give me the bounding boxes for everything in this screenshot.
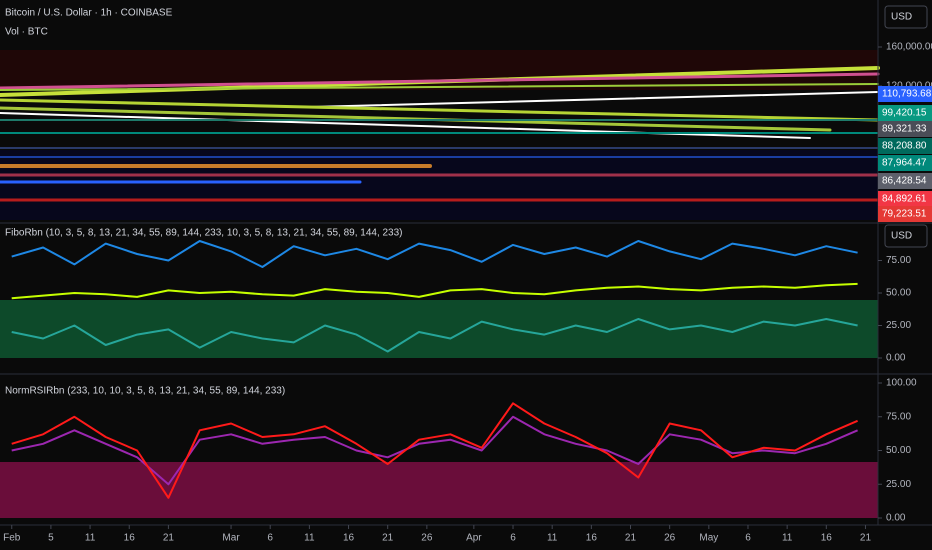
y-tick-label: 100.00	[886, 378, 917, 389]
price-tag	[878, 121, 932, 137]
price-tag-label: 87,964.47	[882, 158, 927, 169]
trendline	[0, 98, 880, 122]
x-tick-label: 11	[85, 533, 96, 544]
x-tick-label: 11	[547, 533, 558, 544]
x-tick-label: Feb	[3, 533, 21, 544]
price-tag-label: 86,428.54	[882, 176, 927, 187]
x-tick-label: Apr	[466, 533, 482, 544]
series-line	[11, 402, 858, 499]
x-tick-label: 16	[586, 533, 598, 544]
y-tick-label: 75.00	[886, 411, 911, 422]
plots	[11, 240, 858, 499]
y-tick-label: 75.00	[886, 255, 911, 266]
x-tick-label: May	[699, 533, 718, 544]
x-tick-label: 26	[664, 533, 676, 544]
y-tick-label: 160,000.00	[886, 42, 932, 53]
series-line	[11, 240, 858, 268]
y-tick-label: 50.00	[886, 288, 911, 299]
band-fill	[0, 300, 878, 358]
x-tick-label: 21	[163, 533, 175, 544]
x-tick-label: 11	[304, 533, 315, 544]
x-tick-label: 6	[267, 533, 273, 544]
price-tag-label: 99,420.15	[882, 108, 927, 119]
price-tag	[878, 138, 932, 154]
price-tag	[878, 105, 932, 121]
x-tick-label: 21	[860, 533, 872, 544]
zone	[0, 150, 878, 220]
axes: Feb 5 11 16 21 Mar 6 11 16 21 26 Apr 6 11 16 21 26 May 6 11…	[3, 42, 932, 544]
price-tag	[878, 155, 932, 171]
indicator-title: NormRSIRbn (233, 10, 10, 3, 5, 8, 13, 21…	[5, 386, 285, 397]
currency-label[interactable]: USD	[891, 231, 912, 242]
price-tag-label: 110,793.68	[882, 89, 932, 100]
trendline	[309, 91, 879, 108]
y-tick-label: 0.00	[886, 353, 906, 364]
x-tick-label: 16	[821, 533, 833, 544]
currency-label[interactable]: USD	[891, 12, 912, 23]
price-tag-label: 88,208.80	[882, 141, 927, 152]
currency-button[interactable]	[884, 5, 928, 29]
price-tag-label: 84,892.61	[882, 194, 927, 205]
x-tick-label: Mar	[222, 533, 240, 544]
y-tick-label: 25.00	[886, 320, 911, 331]
price-tag-label: 89,321.33	[882, 124, 927, 135]
y-tick-label: 25.00	[886, 479, 911, 490]
price-tag	[878, 206, 932, 222]
trendline	[0, 83, 879, 91]
price-tag-label: 79,223.51	[882, 209, 927, 220]
x-tick-label: 21	[625, 533, 637, 544]
y-tick-label: 50.00	[886, 445, 911, 456]
x-tick-label: 6	[510, 533, 516, 544]
x-tick-label: 6	[745, 533, 751, 544]
series-line	[11, 415, 858, 486]
x-tick-label: 26	[421, 533, 433, 544]
trendlines	[0, 66, 880, 202]
x-tick-label: 16	[124, 533, 136, 544]
band-fill	[0, 462, 878, 518]
indicator-title: FiboRbn (10, 3, 5, 8, 13, 21, 34, 55, 89…	[5, 228, 403, 239]
price-tag	[878, 173, 932, 189]
price-tag	[878, 86, 932, 102]
price-tag	[878, 191, 932, 207]
y-tick-label: 0.00	[886, 513, 906, 524]
x-tick-label: 16	[343, 533, 355, 544]
currency-button[interactable]	[884, 224, 928, 248]
x-tick-label: 21	[382, 533, 394, 544]
chart-subtitle: Vol · BTC	[5, 27, 48, 38]
trendline	[0, 72, 880, 90]
x-tick-label: 11	[782, 533, 793, 544]
chart-title: Bitcoin / U.S. Dollar · 1h · COINBASE	[5, 8, 173, 19]
series-line	[11, 318, 858, 353]
series-line	[11, 282, 858, 300]
x-tick-label: 5	[48, 533, 54, 544]
